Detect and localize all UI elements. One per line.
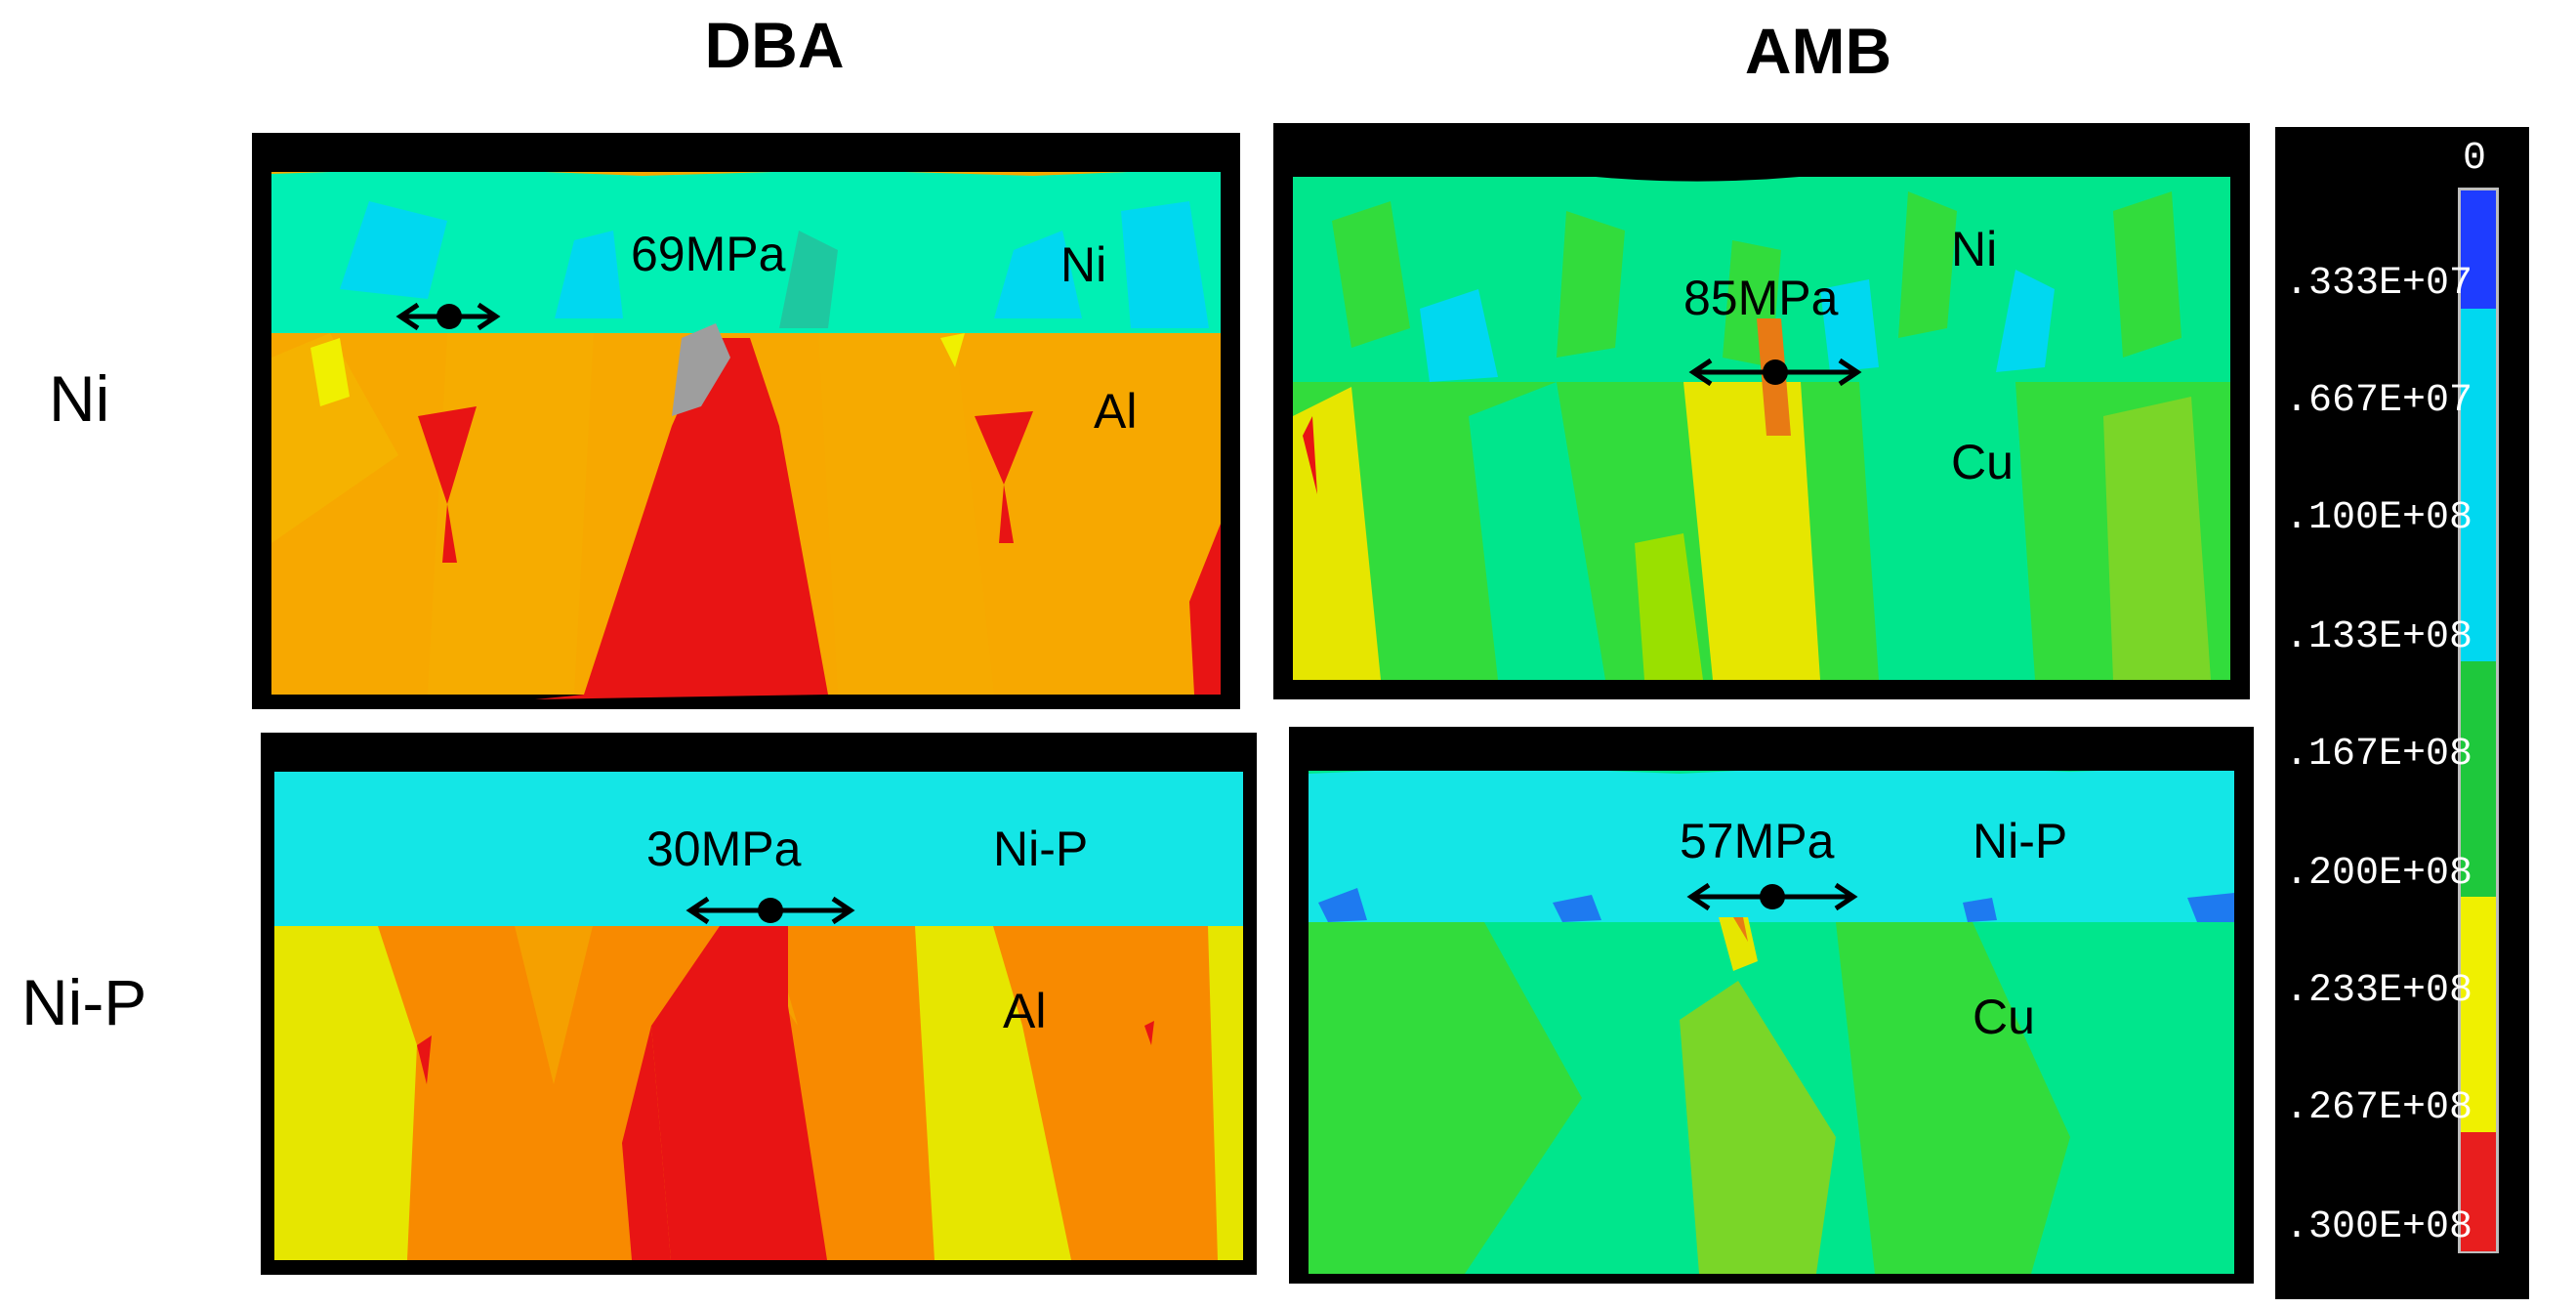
color-scale-segment (2461, 426, 2496, 545)
contour-amb-nip (1289, 727, 2254, 1274)
stress-value-dba-nip: 30MPa (646, 822, 802, 876)
color-scale-tick-label: .167E+08 (2285, 733, 2473, 777)
panel-amb-ni: 85MPa Ni Cu (1273, 123, 2250, 699)
color-scale-tick-label: .133E+08 (2285, 615, 2473, 659)
color-scale-bar (2458, 188, 2499, 1253)
stress-marker-dba-ni (395, 302, 501, 331)
top-layer-label-amb-nip: Ni-P (1973, 814, 2068, 868)
ni-layer (271, 168, 1221, 333)
stress-marker-amb-nip (1686, 882, 1858, 911)
color-scale-tick-label: .333E+07 (2285, 262, 2473, 306)
stress-value-amb-nip: 57MPa (1680, 814, 1835, 868)
contour-dba-ni (252, 133, 1240, 699)
row-label-ni: Ni (49, 362, 110, 435)
stress-marker-dba-nip (686, 896, 855, 925)
color-scale-tick-label: .267E+08 (2285, 1086, 2473, 1130)
color-scale-tick-label: .200E+08 (2285, 852, 2473, 896)
top-layer-label-dba-ni: Ni (1060, 237, 1107, 292)
color-scale-tick-label: 0 (2463, 137, 2487, 181)
color-scale-segment (2461, 661, 2496, 781)
panel-dba-ni: 69MPa Ni Al (252, 133, 1240, 709)
color-scale-segment (2461, 779, 2496, 899)
panel-dba-nip: 30MPa Ni-P Al (261, 733, 1257, 1275)
column-title-amb: AMB (1744, 15, 1892, 87)
substrate-label-amb-ni: Cu (1951, 435, 2014, 489)
substrate-label-dba-ni: Al (1094, 384, 1138, 439)
color-scale-segment (2461, 190, 2496, 310)
top-layer-label-amb-ni: Ni (1951, 222, 1998, 276)
top-layer-label-dba-nip: Ni-P (993, 822, 1089, 876)
stress-value-dba-ni: 69MPa (631, 227, 786, 281)
color-scale-tick-label: .100E+08 (2285, 496, 2473, 540)
hot-zone (535, 426, 828, 699)
column-title-dba: DBA (704, 9, 845, 81)
stress-marker-amb-ni (1688, 358, 1862, 387)
color-scale-tick-label: .667E+07 (2285, 379, 2473, 423)
contour-amb-ni (1273, 123, 2250, 680)
color-scale-segment (2461, 1132, 2496, 1251)
color-scale-segment (2461, 897, 2496, 1016)
contour-dba-nip (261, 733, 1257, 1260)
color-scale-tick-label: .233E+08 (2285, 969, 2473, 1013)
row-label-nip: Ni-P (21, 966, 147, 1038)
color-scale-tick-label: .300E+08 (2285, 1205, 2473, 1249)
substrate-label-dba-nip: Al (1003, 984, 1047, 1038)
color-scale-segment (2461, 543, 2496, 663)
color-scale-segment (2461, 308, 2496, 428)
stress-value-amb-ni: 85MPa (1683, 271, 1839, 325)
color-scale-segment (2461, 1014, 2496, 1134)
substrate-label-amb-nip: Cu (1973, 990, 2035, 1044)
panel-amb-nip: 57MPa Ni-P Cu (1289, 727, 2254, 1284)
